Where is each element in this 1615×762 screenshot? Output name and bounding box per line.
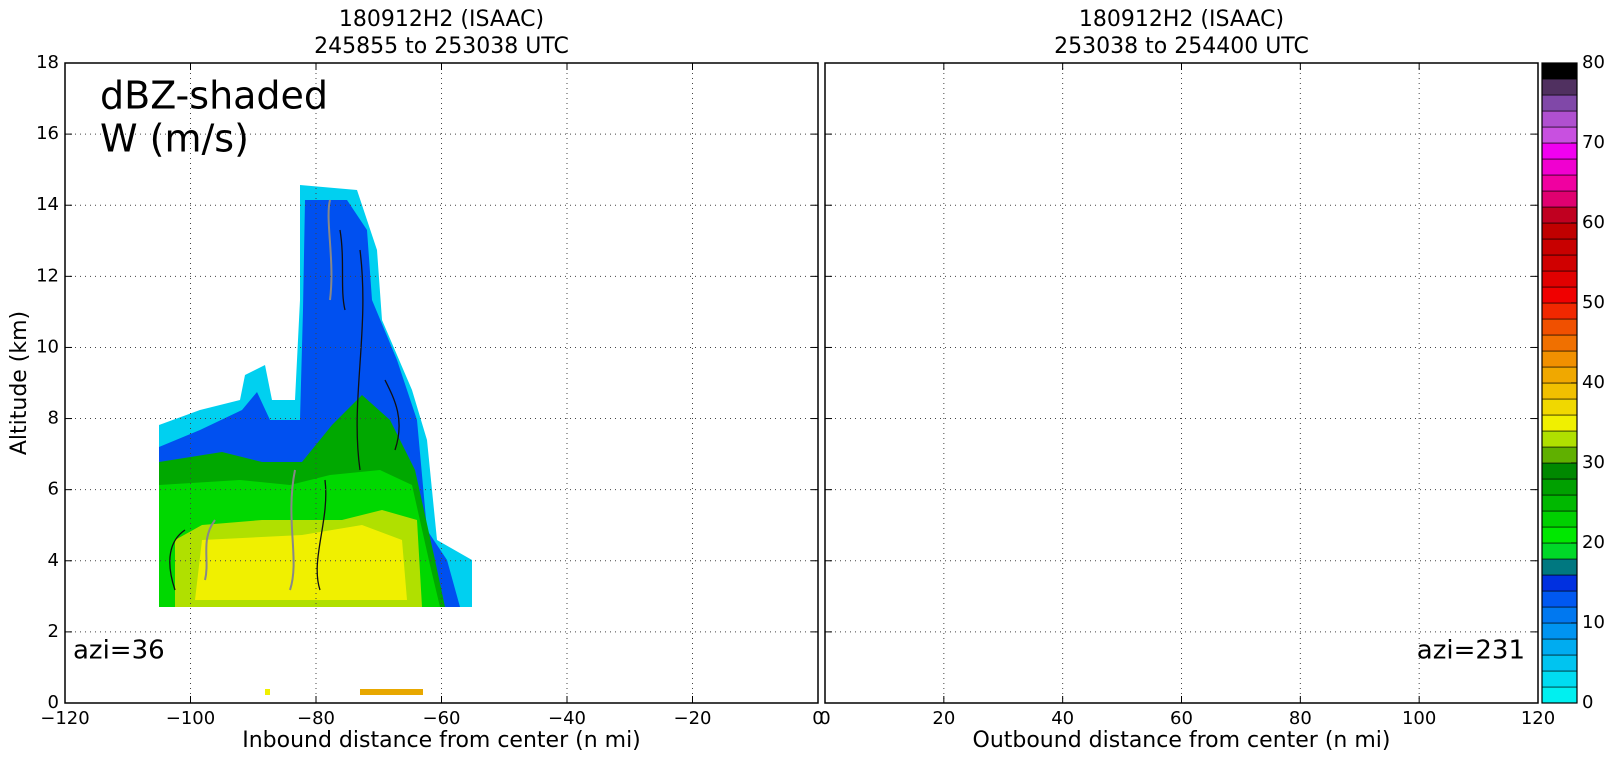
- colorbar-segment: [1541, 318, 1578, 336]
- x-tick-label: 40: [1051, 708, 1074, 729]
- colorbar-segment: [1541, 638, 1578, 656]
- colorbar-segment: [1541, 654, 1578, 672]
- colorbar-tick-label: 40: [1582, 372, 1605, 393]
- colorbar-segment: [1541, 478, 1578, 496]
- y-tick-label: 14: [36, 194, 59, 215]
- reflectivity-field: [159, 185, 472, 695]
- colorbar-segment: [1541, 622, 1578, 640]
- colorbar-tick-label: 30: [1582, 452, 1605, 473]
- colorbar-segment: [1541, 606, 1578, 624]
- colorbar-segment: [1541, 558, 1578, 576]
- x-tick-label: 120: [1521, 708, 1555, 729]
- colorbar-segment: [1541, 126, 1578, 144]
- colorbar-segment: [1541, 670, 1578, 688]
- plot-frame: [824, 62, 1539, 704]
- annotation: azi=231: [1417, 636, 1525, 666]
- colorbar-segment: [1541, 462, 1578, 480]
- x-axis-label: Outbound distance from center (n mi): [973, 728, 1391, 753]
- colorbar-tick-label: 80: [1582, 52, 1605, 73]
- x-tick-label: −80: [297, 708, 335, 729]
- colorbar-segment: [1541, 158, 1578, 176]
- y-axis-label: Altitude (km): [7, 311, 32, 455]
- colorbar-segment: [1541, 686, 1578, 704]
- colorbar-segment: [1541, 206, 1578, 224]
- y-tick-label: 10: [36, 336, 59, 357]
- y-tick-label: 4: [48, 550, 59, 571]
- colorbar-segment: [1541, 382, 1578, 400]
- chart-title: 180912H2 (ISAAC): [1079, 7, 1284, 32]
- colorbar-segment: [1541, 526, 1578, 544]
- colorbar-segment: [1541, 574, 1578, 592]
- colorbar-tick-label: 50: [1582, 292, 1605, 313]
- y-tick-label: 6: [48, 479, 59, 500]
- y-tick-label: 8: [48, 408, 59, 429]
- colorbar-segment: [1541, 430, 1578, 448]
- colorbar-segment: [1541, 302, 1578, 320]
- y-tick-label: 0: [48, 692, 59, 713]
- x-tick-label: 80: [1289, 708, 1312, 729]
- colorbar-segment: [1541, 398, 1578, 416]
- x-tick-label: −20: [674, 708, 712, 729]
- colorbar-tick-label: 60: [1582, 212, 1605, 233]
- colorbar-segment: [1541, 254, 1578, 272]
- annotation: dBZ-shaded: [100, 74, 328, 118]
- colorbar-segment: [1541, 270, 1578, 288]
- y-tick-label: 18: [36, 52, 59, 73]
- annotation: W (m/s): [100, 117, 249, 161]
- chart-subtitle: 253038 to 254400 UTC: [1054, 34, 1309, 59]
- colorbar-segment: [1541, 142, 1578, 160]
- colorbar-tick-label: 10: [1582, 612, 1605, 633]
- colorbar-segment: [1541, 174, 1578, 192]
- colorbar-segment: [1541, 334, 1578, 352]
- colorbar-segment: [1541, 590, 1578, 608]
- x-axis-label: Inbound distance from center (n mi): [242, 728, 641, 753]
- colorbar-segment: [1541, 414, 1578, 432]
- colorbar-segment: [1541, 110, 1578, 128]
- colorbar-segment: [1541, 222, 1578, 240]
- colorbar-tick-label: 0: [1582, 692, 1593, 713]
- annotation: azi=36: [73, 636, 165, 666]
- plot-frame: [64, 62, 819, 704]
- colorbar-segment: [1541, 446, 1578, 464]
- colorbar-segment: [1541, 542, 1578, 560]
- x-tick-label: −60: [423, 708, 461, 729]
- colorbar-segment: [1541, 190, 1578, 208]
- x-tick-label: 0: [819, 708, 830, 729]
- colorbar-segment: [1541, 238, 1578, 256]
- y-tick-label: 16: [36, 123, 59, 144]
- x-tick-label: −40: [548, 708, 586, 729]
- colorbar-segment: [1541, 62, 1578, 80]
- colorbar-segment: [1541, 78, 1578, 96]
- x-tick-label: 20: [932, 708, 955, 729]
- colorbar-tick-label: 70: [1582, 132, 1605, 153]
- x-tick-label: 0: [812, 708, 823, 729]
- colorbar-segment: [1541, 94, 1578, 112]
- y-tick-label: 2: [48, 621, 59, 642]
- y-tick-label: 12: [36, 265, 59, 286]
- colorbar-segment: [1541, 286, 1578, 304]
- colorbar-segment: [1541, 366, 1578, 384]
- colorbar-segment: [1541, 350, 1578, 368]
- colorbar-tick-label: 20: [1582, 532, 1605, 553]
- x-tick-label: 60: [1170, 708, 1193, 729]
- chart-title: 180912H2 (ISAAC): [339, 7, 544, 32]
- x-tick-label: −100: [166, 708, 215, 729]
- colorbar-segment: [1541, 510, 1578, 528]
- x-tick-label: −120: [40, 708, 89, 729]
- x-tick-label: 100: [1402, 708, 1436, 729]
- colorbar-segment: [1541, 494, 1578, 512]
- chart-subtitle: 245855 to 253038 UTC: [314, 34, 569, 59]
